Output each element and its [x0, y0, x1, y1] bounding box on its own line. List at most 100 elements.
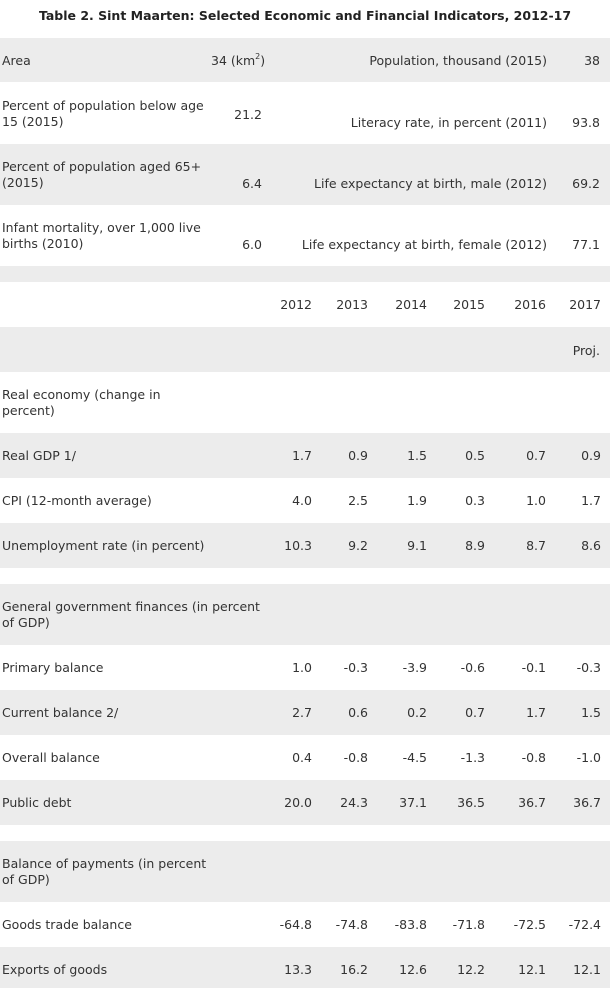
- table-cell: -1.3: [460, 750, 485, 765]
- table-cell: 0.9: [348, 448, 368, 463]
- proj-label: Proj.: [572, 343, 600, 358]
- row-label: Primary balance: [2, 660, 104, 675]
- info-right-value: 38: [584, 53, 600, 68]
- table-cell: 1.0: [526, 493, 546, 508]
- year-header: 2017: [569, 297, 601, 312]
- table-row: Overall balance 0.4 -0.8 -4.5 -1.3 -0.8 …: [0, 735, 610, 780]
- row-label: Exports of goods: [2, 962, 108, 977]
- table-cell: -83.8: [394, 917, 427, 932]
- info-left-label: Percent of population aged 65+ (2015): [2, 159, 202, 190]
- table-cell: 13.3: [284, 962, 312, 977]
- section-title: Balance of payments (in percent of GDP): [2, 856, 207, 887]
- section-header: General government finances (in percent …: [0, 584, 610, 645]
- table-cell: 0.5: [465, 448, 485, 463]
- table-cell: 9.2: [348, 538, 368, 553]
- year-header: 2014: [395, 297, 427, 312]
- row-label: Unemployment rate (in percent): [2, 538, 205, 553]
- table-cell: 0.4: [292, 750, 312, 765]
- info-left-value: 6.0: [242, 237, 262, 252]
- info-right-value: 93.8: [572, 115, 600, 130]
- table-cell: 10.3: [284, 538, 312, 553]
- year-header: 2013: [336, 297, 368, 312]
- info-row: Percent of population below age 15 (2015…: [0, 82, 610, 144]
- spacer-row: [0, 825, 610, 841]
- proj-row: Proj.: [0, 327, 610, 372]
- table-cell: 1.9: [407, 493, 427, 508]
- area-value: 34 (km2): [211, 52, 266, 69]
- table-cell: -72.4: [568, 917, 601, 932]
- table-cell: 1.7: [292, 448, 312, 463]
- table-cell: 12.6: [399, 962, 427, 977]
- table-cell: 0.3: [465, 493, 485, 508]
- table-cell: 37.1: [399, 795, 427, 810]
- table-row: Goods trade balance -64.8 -74.8 -83.8 -7…: [0, 902, 610, 947]
- row-label: Overall balance: [2, 750, 100, 765]
- info-right-label: Life expectancy at birth, male (2012): [314, 176, 547, 191]
- section-title: General government finances (in percent …: [2, 599, 260, 630]
- info-left-label: Infant mortality, over 1,000 live births…: [2, 220, 201, 251]
- row-label: Current balance 2/: [2, 705, 119, 720]
- table-cell: 24.3: [340, 795, 368, 810]
- table-row: Real GDP 1/ 1.7 0.9 1.5 0.5 0.7 0.9: [0, 433, 610, 478]
- info-right-label: Literacy rate, in percent (2011): [350, 115, 547, 130]
- table-cell: -74.8: [335, 917, 368, 932]
- table-cell: 9.1: [407, 538, 427, 553]
- table-cell: 12.2: [457, 962, 485, 977]
- table-cell: 36.7: [573, 795, 601, 810]
- table-cell: 36.5: [457, 795, 485, 810]
- table-cell: 4.0: [292, 493, 312, 508]
- table-cell: -0.3: [576, 660, 601, 675]
- info-row: Infant mortality, over 1,000 live births…: [0, 205, 610, 266]
- table-cell: 0.7: [526, 448, 546, 463]
- table-cell: -71.8: [452, 917, 485, 932]
- info-right-value: 77.1: [572, 237, 600, 252]
- table-cell: 0.2: [407, 705, 427, 720]
- info-left-value: 6.4: [242, 176, 262, 191]
- table-cell: -1.0: [576, 750, 601, 765]
- table-cell: 2.5: [348, 493, 368, 508]
- year-header: 2016: [514, 297, 546, 312]
- table-title: Table 2. Sint Maarten: Selected Economic…: [38, 8, 572, 23]
- table-cell: -0.6: [460, 660, 485, 675]
- table-cell: 1.5: [407, 448, 427, 463]
- row-label: Goods trade balance: [2, 917, 132, 932]
- table-cell: -3.9: [402, 660, 427, 675]
- table-row: Unemployment rate (in percent) 10.3 9.2 …: [0, 523, 610, 568]
- row-label: CPI (12-month average): [2, 493, 152, 508]
- spacer-row: [0, 568, 610, 584]
- table-row: Current balance 2/ 2.7 0.6 0.2 0.7 1.7 1…: [0, 690, 610, 735]
- info-row: Area 34 (km2) Population, thousand (2015…: [0, 38, 610, 82]
- row-label: Public debt: [2, 795, 72, 810]
- table-cell: 8.7: [526, 538, 546, 553]
- table-row: Public debt 20.0 24.3 37.1 36.5 36.7 36.…: [0, 780, 610, 825]
- table-row: CPI (12-month average) 4.0 2.5 1.9 0.3 1…: [0, 478, 610, 523]
- table-cell: 0.9: [581, 448, 601, 463]
- section-header: Balance of payments (in percent of GDP): [0, 841, 610, 902]
- info-left-label: Area: [2, 53, 31, 68]
- table-cell: -64.8: [279, 917, 312, 932]
- info-right-label: Population, thousand (2015): [369, 53, 547, 68]
- table-row: Exports of goods 13.3 16.2 12.6 12.2 12.…: [0, 947, 610, 988]
- info-right-label: Life expectancy at birth, female (2012): [301, 237, 547, 252]
- table-row: Primary balance 1.0 -0.3 -3.9 -0.6 -0.1 …: [0, 645, 610, 690]
- section-header: Real economy (change in percent): [0, 372, 610, 433]
- table-cell: 12.1: [518, 962, 546, 977]
- table-cell: -4.5: [402, 750, 427, 765]
- table-cell: 20.0: [284, 795, 312, 810]
- year-header: 2015: [453, 297, 485, 312]
- table-cell: -72.5: [513, 917, 546, 932]
- table-cell: 1.7: [581, 493, 601, 508]
- table-cell: 2.7: [292, 705, 312, 720]
- table-cell: 1.5: [581, 705, 601, 720]
- table-cell: 0.6: [348, 705, 368, 720]
- year-header-row: 2012 2013 2014 2015 2016 2017: [0, 282, 610, 327]
- spacer-row: [0, 266, 610, 282]
- table-cell: -0.8: [343, 750, 368, 765]
- row-label: Real GDP 1/: [2, 448, 76, 463]
- info-row: Percent of population aged 65+ (2015) 6.…: [0, 144, 610, 205]
- table-cell: 1.7: [526, 705, 546, 720]
- info-right-value: 69.2: [572, 176, 600, 191]
- table-cell: 12.1: [573, 962, 601, 977]
- table-cell: 16.2: [340, 962, 368, 977]
- table-cell: 8.6: [581, 538, 601, 553]
